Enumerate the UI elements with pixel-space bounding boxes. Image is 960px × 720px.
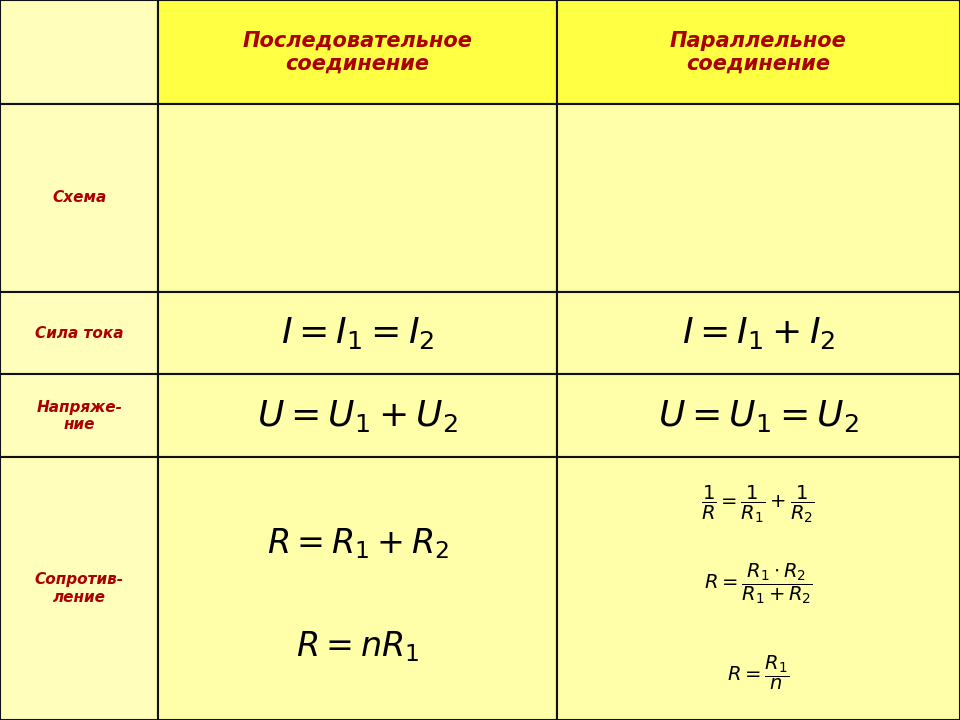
Text: $I = I_1 = I_2$: $I = I_1 = I_2$ — [281, 315, 434, 351]
Text: Сила тока: Сила тока — [35, 325, 124, 341]
Text: $I = I_1 + I_2$: $I = I_1 + I_2$ — [682, 315, 835, 351]
Text: $R_1$: $R_1$ — [266, 215, 281, 230]
Bar — [238, 239, 310, 261]
Text: $R = R_1 + R_2$: $R = R_1 + R_2$ — [267, 526, 448, 562]
Text: $R = nR_1$: $R = nR_1$ — [296, 629, 420, 664]
Bar — [658, 208, 847, 233]
Text: Схема: Схема — [52, 191, 107, 205]
Text: $R_1$: $R_1$ — [635, 158, 650, 174]
Text: Последовательное
соединение: Последовательное соединение — [243, 30, 472, 74]
Text: Напряже-
ние: Напряже- ние — [36, 400, 122, 432]
Text: $R_2$: $R_2$ — [635, 215, 650, 230]
Text: Параллельное
соединение: Параллельное соединение — [670, 30, 847, 74]
Text: $\dfrac{1}{R} = \dfrac{1}{R_1} + \dfrac{1}{R_2}$: $\dfrac{1}{R} = \dfrac{1}{R_1} + \dfrac{… — [702, 484, 815, 525]
Text: $U = U_1 = U_2$: $U = U_1 = U_2$ — [658, 397, 859, 433]
Text: Сопротив-
ление: Сопротив- ление — [35, 572, 124, 605]
Bar — [658, 156, 847, 180]
Text: $U = U_1 + U_2$: $U = U_1 + U_2$ — [257, 397, 458, 433]
Text: $R_2$: $R_2$ — [410, 215, 425, 230]
Text: $R = \dfrac{R_1 \cdot R_2}{R_1 + R_2}$: $R = \dfrac{R_1 \cdot R_2}{R_1 + R_2}$ — [704, 561, 813, 606]
Bar — [381, 239, 453, 261]
Text: $R = \dfrac{R_1}{n}$: $R = \dfrac{R_1}{n}$ — [728, 654, 789, 692]
